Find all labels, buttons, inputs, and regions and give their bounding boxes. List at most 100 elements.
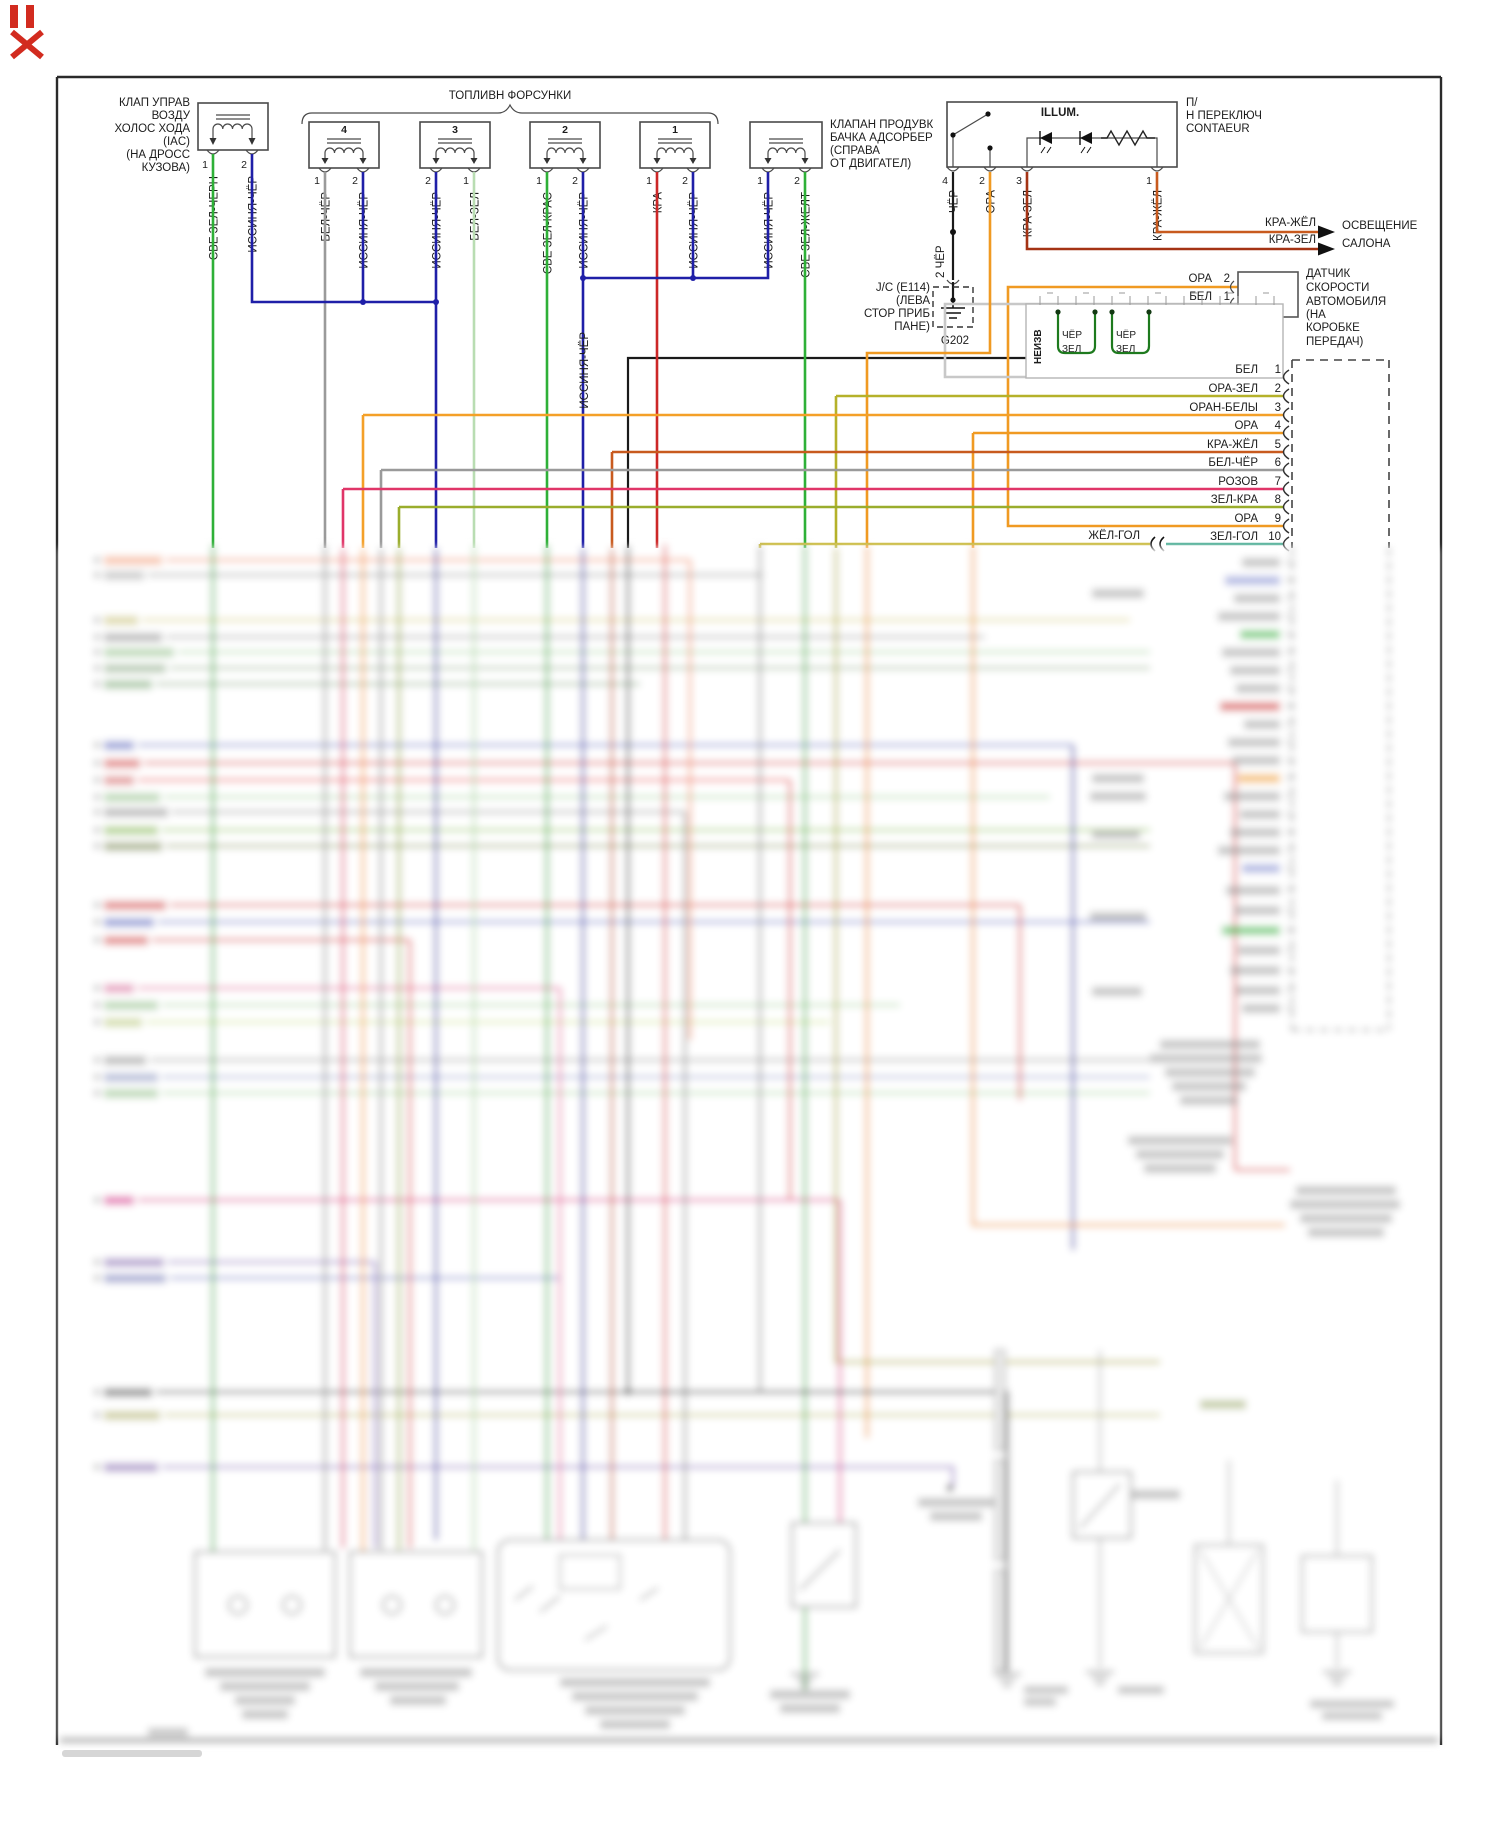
svg-text:СВЕ ЗЕЛ-ЖЕЛТ: СВЕ ЗЕЛ-ЖЕЛТ: [801, 192, 813, 278]
purge-valve: 1 2 ИССИНЯ-ЧЁР СВЕ ЗЕЛ-ЖЕЛТ КЛАПАН ПРОДУ…: [749, 119, 933, 278]
blurred-vertical-wires: [211, 545, 1290, 1690]
left-wire-rows: [93, 556, 1235, 1486]
svg-text:АВТОМОБИЛЯ: АВТОМОБИЛЯ: [1306, 296, 1386, 308]
component-wires: [211, 154, 992, 548]
illum-switch: ILLUM. 4 2 3 1 ЧЁР ОРА КРА-ЗЕЛ КРА-ЖЁЛ П…: [942, 97, 1262, 241]
interior-light-label: ОСВЕЩЕНИЕ: [1342, 220, 1418, 232]
injector-1: 1 1 2 КРА ИССИНЯ-ЧЁР: [639, 121, 711, 269]
svg-text:ИССИНЯ-ЧЁР: ИССИНЯ-ЧЁР: [579, 192, 591, 269]
iac-pin-2: 2: [241, 159, 247, 171]
ecm-pin-connectors: [1282, 369, 1290, 552]
blurred-lower-region: [60, 545, 1438, 1743]
svg-text:4: 4: [341, 124, 347, 136]
svg-text:4: 4: [1275, 420, 1282, 432]
svg-text:СТОР ПРИБ: СТОР ПРИБ: [864, 308, 930, 320]
svg-text:4: 4: [942, 175, 948, 187]
svg-text:2: 2: [352, 175, 358, 187]
illum-title: ILLUM.: [1041, 107, 1079, 119]
ecm-pin-rows: ЖЁЛ-ГОЛ БЕЛ 1 ОРА-ЗЕЛ 2 ОРАН-БЕЛЫ 3 ОРА 4 КР…: [341, 359, 1390, 552]
iac-label: КЛАП УПРАВ: [119, 97, 190, 109]
svg-text:3: 3: [1275, 402, 1281, 414]
injector-3: 3 2 1 ИССИНЯ-ЧЁР БЕЛ-ЗЕЛ: [419, 121, 491, 269]
resistor-icon: [1101, 129, 1155, 147]
svg-text:(IAC): (IAC): [163, 136, 190, 148]
illum-side-label: П/: [1186, 97, 1198, 109]
sharp-region: КЛАП УПРАВ ВОЗДУ ХОЛОС ХОДА (IAC) (НА ДР…: [114, 90, 1418, 552]
svg-text:ЗЕЛ: ЗЕЛ: [1062, 344, 1081, 355]
injectors-title: ТОПЛИВН ФОРСУНКИ: [449, 90, 571, 102]
svg-text:КУЗОВА): КУЗОВА): [142, 162, 191, 174]
blurred-note-blocks: [148, 1040, 1400, 1736]
svg-text:5: 5: [1275, 439, 1281, 451]
blurred-ecm-labels: [1090, 558, 1280, 1013]
ecm-row-labels: БЕЛ 1 ОРА-ЗЕЛ 2 ОРАН-БЕЛЫ 3 ОРА 4 КРА-ЖЁЛ 5 Б…: [1189, 364, 1281, 543]
svg-text:ОТ ДВИГАТЕЛ): ОТ ДВИГАТЕЛ): [830, 158, 911, 170]
svg-text:КРА-ЗЕЛ: КРА-ЗЕЛ: [1269, 234, 1316, 246]
svg-text:1: 1: [314, 175, 320, 187]
svg-text:ПАНЕ): ПАНЕ): [894, 321, 930, 333]
bus-wire-label: ИССИНЯ-ЧЁР: [579, 332, 591, 409]
iac-pin-1: 1: [202, 159, 208, 171]
splice-wire-label: ЖЁЛ-ГОЛ: [1088, 530, 1140, 542]
svg-text:ОРА-ЗЕЛ: ОРА-ЗЕЛ: [1208, 383, 1258, 395]
svg-text:БЕЛ: БЕЛ: [1189, 291, 1212, 303]
svg-text:БАЧКА АДСОРБЕР: БАЧКА АДСОРБЕР: [830, 132, 933, 144]
svg-text:ЗЕЛ-КРА: ЗЕЛ-КРА: [1211, 494, 1259, 506]
connector-strip: ЧЁР ЗЕЛ ЧЁР ЗЕЛ НЕИЗВ: [1025, 292, 1284, 379]
junction-dots: [360, 275, 696, 305]
svg-text:ОРА: ОРА: [986, 190, 998, 214]
svg-text:ИССИНЯ-ЧЁР: ИССИНЯ-ЧЁР: [432, 192, 444, 269]
interior-light-feed: КРА-ЖЁЛ КРА-ЗЕЛ ОСВЕЩЕНИЕ САЛОНА: [1025, 172, 1418, 256]
svg-text:2 ЧЁР: 2 ЧЁР: [935, 245, 947, 278]
iac-wire-2-label: ИССИНЯ-ЧЁР: [248, 176, 260, 253]
svg-text:CONTAEUR: CONTAEUR: [1186, 123, 1250, 135]
svg-text:2: 2: [794, 175, 800, 187]
iac-wire-1-label: СВЕ ЗЕЛ-ЧЕРН: [209, 176, 221, 260]
svg-text:9: 9: [1275, 513, 1281, 525]
svg-text:ИССИНЯ-ЧЁР: ИССИНЯ-ЧЁР: [764, 192, 776, 269]
svg-text:(СПРАВА: (СПРАВА: [830, 145, 880, 157]
svg-text:8: 8: [1275, 494, 1281, 506]
svg-text:КРА-ЗЕЛ: КРА-ЗЕЛ: [1023, 190, 1035, 237]
svg-text:ЗЕЛ: ЗЕЛ: [1116, 344, 1135, 355]
footer-smudge: [62, 1750, 202, 1757]
svg-text:1: 1: [672, 124, 678, 136]
svg-text:СКОРОСТИ: СКОРОСТИ: [1306, 282, 1369, 294]
svg-text:ОРА: ОРА: [1188, 273, 1212, 285]
svg-text:2: 2: [1224, 273, 1230, 285]
svg-text:6: 6: [1275, 457, 1281, 469]
svg-text:КРА-ЖЁЛ: КРА-ЖЁЛ: [1153, 190, 1165, 241]
svg-text:3: 3: [452, 124, 458, 136]
svg-text:ОРА: ОРА: [1234, 513, 1258, 525]
svg-text:1: 1: [536, 175, 542, 187]
svg-text:ВОЗДУ: ВОЗДУ: [152, 110, 191, 122]
svg-text:ЧЁР: ЧЁР: [949, 190, 961, 213]
svg-text:ИССИНЯ-ЧЁР: ИССИНЯ-ЧЁР: [359, 192, 371, 269]
svg-text:БЕЛ-ЗЕЛ: БЕЛ-ЗЕЛ: [470, 192, 482, 241]
svg-text:J/C (E114): J/C (E114): [876, 282, 930, 294]
led-diode-icon: [1079, 131, 1092, 154]
svg-text:ИССИНЯ-ЧЁР: ИССИНЯ-ЧЁР: [689, 192, 701, 269]
svg-text:ХОЛОС ХОДА: ХОЛОС ХОДА: [114, 123, 190, 135]
injectors-group: ТОПЛИВН ФОРСУНКИ: [301, 90, 719, 125]
purge-label: КЛАПАН ПРОДУВК: [830, 119, 933, 131]
svg-text:БЕЛ-ЧЁР: БЕЛ-ЧЁР: [1208, 457, 1258, 469]
strip-unknown-label: НЕИЗВ: [1033, 329, 1044, 364]
svg-text:(НА ДРОСС: (НА ДРОСС: [126, 149, 190, 161]
svg-text:1: 1: [1275, 364, 1281, 376]
blurred-grounds: [791, 1671, 1351, 1687]
svg-text:ОРА: ОРА: [1234, 420, 1258, 432]
svg-text:ЧЁР: ЧЁР: [1062, 329, 1082, 341]
vss-label: ДАТЧИК: [1306, 268, 1351, 280]
svg-text:1: 1: [757, 175, 763, 187]
svg-text:3: 3: [1016, 175, 1022, 187]
svg-text:КРА-ЖЁЛ: КРА-ЖЁЛ: [1265, 217, 1316, 229]
blurred-component-labels: [205, 1490, 1394, 1729]
svg-text:РОЗОВ: РОЗОВ: [1218, 476, 1258, 488]
svg-text:10: 10: [1268, 531, 1281, 543]
injector-4: 4 1 2 БЕЛ-ЧЁР ИССИНЯ-ЧЁР: [308, 121, 380, 269]
svg-text:САЛОНА: САЛОНА: [1342, 238, 1391, 250]
svg-text:2: 2: [1275, 383, 1281, 395]
svg-text:1: 1: [1224, 291, 1230, 303]
